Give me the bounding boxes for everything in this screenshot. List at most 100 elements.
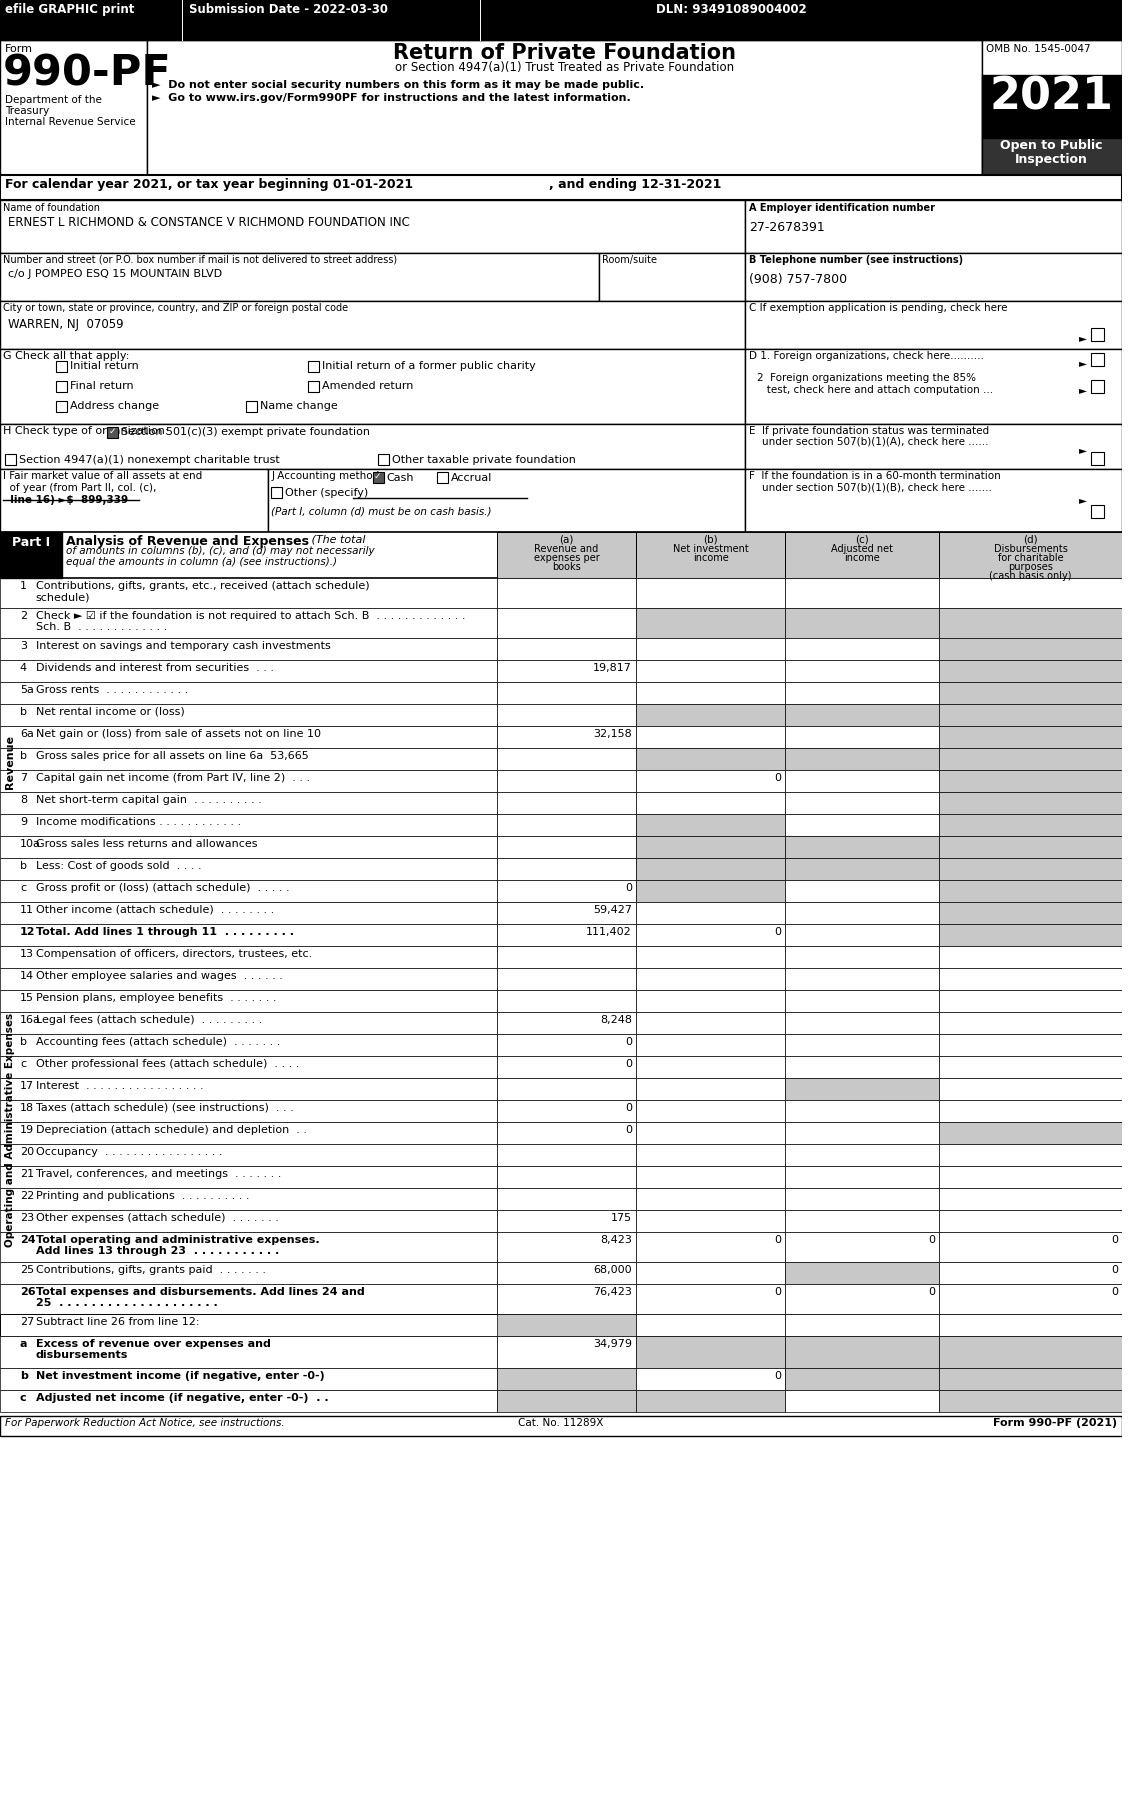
Text: Operating and Administrative Expenses: Operating and Administrative Expenses [5,1012,15,1248]
Bar [0,1012,497,1034]
Text: Revenue and: Revenue and [534,545,598,554]
Bar [785,924,939,946]
Bar [636,770,785,791]
Text: G Check all that apply:: G Check all that apply: [3,351,130,361]
Bar [636,726,785,748]
Bar [636,1188,785,1210]
Bar [636,1232,785,1262]
Bar [497,1034,636,1055]
Bar [497,879,636,903]
Bar [636,1368,785,1390]
Text: (d): (d) [1023,534,1038,545]
Text: (908) 757-7800: (908) 757-7800 [750,273,848,286]
Text: (c): (c) [855,534,868,545]
Bar [308,361,320,372]
Bar [745,469,1122,532]
Text: OMB No. 1545-0047: OMB No. 1545-0047 [986,43,1091,54]
Bar [0,577,497,608]
Text: Total expenses and disbursements. Add lines 24 and: Total expenses and disbursements. Add li… [36,1287,365,1296]
Bar [1092,352,1104,367]
Bar [939,1390,1122,1411]
Text: 9: 9 [20,816,27,827]
Bar [497,991,636,1012]
Bar [0,174,1122,200]
Bar [785,1165,939,1188]
Text: Initial return: Initial return [70,361,139,370]
Text: Depreciation (attach schedule) and depletion  . .: Depreciation (attach schedule) and deple… [36,1126,307,1135]
Bar [599,254,745,300]
Text: 8: 8 [20,795,27,806]
Bar [939,1079,1122,1100]
Bar [636,946,785,967]
Bar [785,814,939,836]
Bar [497,1055,636,1079]
Text: c: c [20,1059,26,1070]
Bar [636,1034,785,1055]
Text: Section 4947(a)(1) nonexempt charitable trust: Section 4947(a)(1) nonexempt charitable … [19,455,280,466]
Bar [745,200,1122,254]
Text: 34,979: 34,979 [593,1340,632,1348]
Text: Net gain or (loss) from sale of assets not on line 10: Net gain or (loss) from sale of assets n… [36,728,321,739]
Text: Interest  . . . . . . . . . . . . . . . . .: Interest . . . . . . . . . . . . . . . .… [36,1081,203,1091]
Bar [939,791,1122,814]
Bar [939,770,1122,791]
Bar [0,40,1122,174]
Bar [636,1122,785,1144]
Text: for charitable: for charitable [998,554,1064,563]
Text: or Section 4947(a)(1) Trust Treated as Private Foundation: or Section 4947(a)(1) Trust Treated as P… [395,61,734,74]
Text: 21: 21 [20,1169,34,1179]
Bar [0,1314,1122,1336]
Bar [636,991,785,1012]
Text: 15: 15 [20,992,34,1003]
Text: Number and street (or P.O. box number if mail is not delivered to street address: Number and street (or P.O. box number if… [3,255,397,264]
Bar [0,1188,497,1210]
Bar [785,705,939,726]
Bar [636,903,785,924]
Bar [0,924,497,946]
Bar [497,1314,636,1336]
Bar [55,361,67,372]
Text: c: c [20,883,26,894]
Bar [497,1165,636,1188]
Text: Amended return: Amended return [322,381,413,390]
Bar [0,1100,497,1122]
Text: 19: 19 [20,1126,34,1135]
Bar [497,903,636,924]
Bar [497,1144,636,1165]
Text: J Accounting method:: J Accounting method: [271,471,383,482]
Text: Interest on savings and temporary cash investments: Interest on savings and temporary cash i… [36,642,331,651]
Text: Excess of revenue over expenses and: Excess of revenue over expenses and [36,1340,271,1348]
Text: Other employee salaries and wages  . . . . . .: Other employee salaries and wages . . . … [36,971,282,982]
Bar [1092,327,1104,342]
Text: 10a: 10a [20,840,41,849]
Text: under section 507(b)(1)(B), check here .......: under section 507(b)(1)(B), check here .… [750,484,992,493]
Bar [497,638,636,660]
Bar [636,967,785,991]
Bar [5,455,16,466]
Text: 0: 0 [1111,1266,1118,1275]
Text: B Telephone number (see instructions): B Telephone number (see instructions) [750,255,963,264]
Text: 3: 3 [20,642,27,651]
Text: 0: 0 [625,1037,632,1046]
Bar [939,1284,1122,1314]
Bar [497,1390,636,1411]
Bar [636,1012,785,1034]
Text: F  If the foundation is in a 60-month termination: F If the foundation is in a 60-month ter… [750,471,1001,482]
Text: Disbursements: Disbursements [994,545,1068,554]
Text: I Fair market value of all assets at end: I Fair market value of all assets at end [3,471,202,482]
Bar [497,1188,636,1210]
Bar [0,748,497,770]
Text: 19,817: 19,817 [593,663,632,672]
Bar [785,1232,939,1262]
Text: 26: 26 [20,1287,35,1296]
Text: 7: 7 [20,773,27,782]
Bar [785,879,939,903]
Bar [785,791,939,814]
Text: 0: 0 [1111,1287,1118,1296]
Bar [636,1079,785,1100]
Bar [939,1055,1122,1079]
Bar [939,1100,1122,1122]
Bar [497,681,636,705]
Bar [497,770,636,791]
Text: Compensation of officers, directors, trustees, etc.: Compensation of officers, directors, tru… [36,949,312,958]
